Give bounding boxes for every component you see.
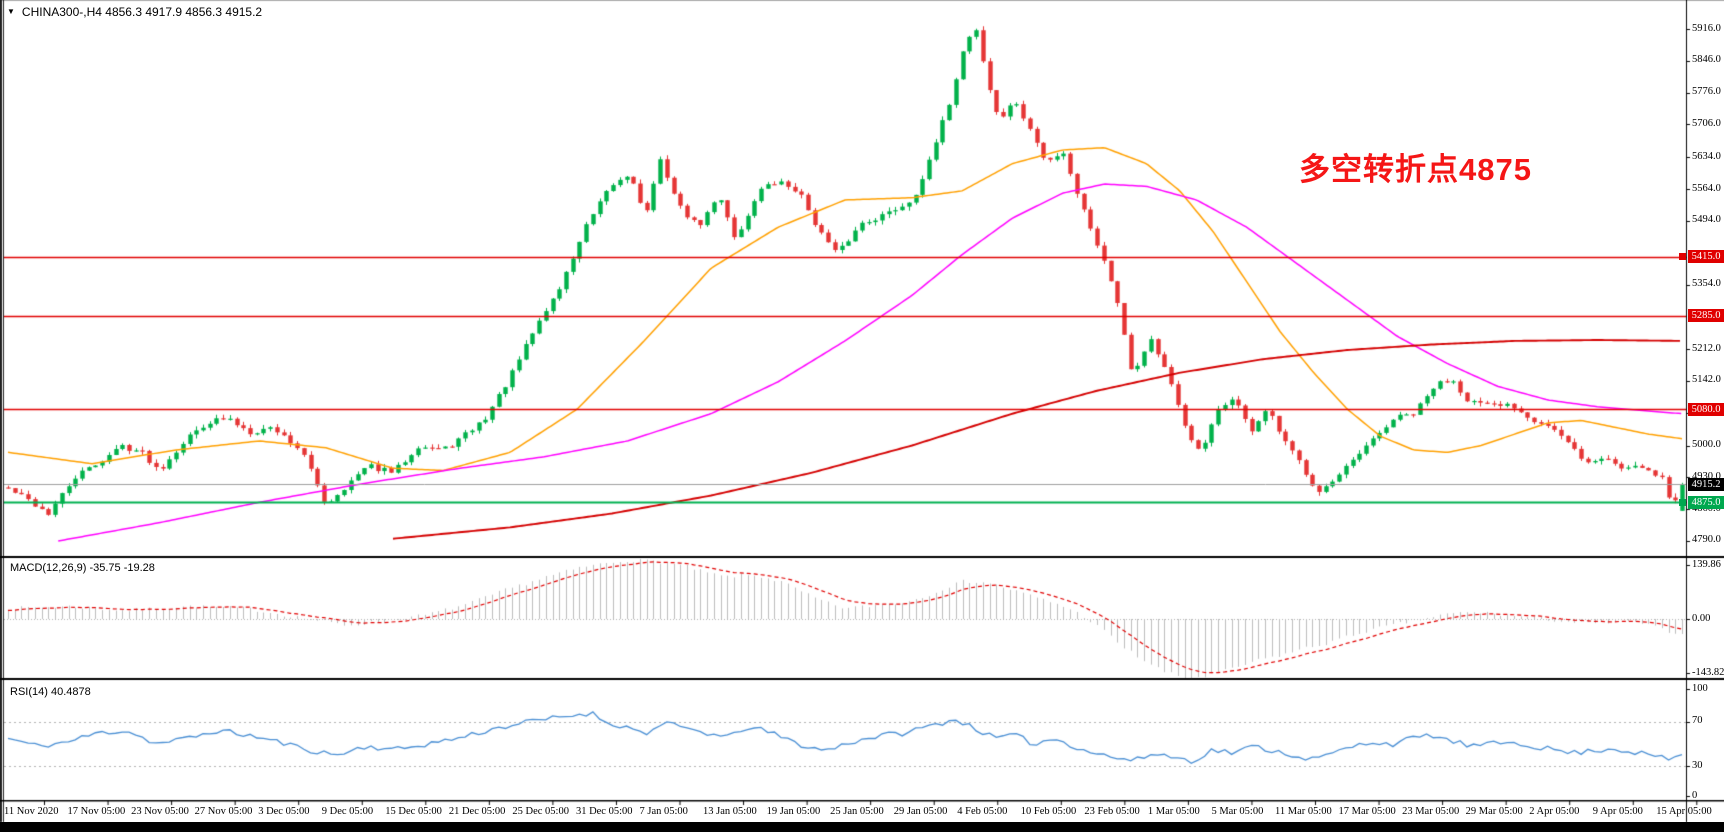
macd-indicator-label: MACD(12,26,9) -35.75 -19.28 (10, 562, 155, 574)
time-axis-label: 9 Dec 05:00 (321, 806, 374, 817)
line-drag-handle[interactable] (1679, 498, 1686, 506)
time-axis-label: 25 Dec 05:00 (512, 806, 569, 817)
price-axis-tick: 5706.0 (1692, 117, 1721, 129)
symbol-dropdown-icon[interactable]: ▼ (7, 7, 15, 16)
price-tag[interactable]: 4915.2 (1688, 477, 1724, 491)
rsi-axis-tick: 30 (1692, 759, 1703, 771)
time-axis-label: 23 Mar 05:00 (1402, 806, 1460, 817)
time-axis-label: 4 Feb 05:00 (957, 806, 1008, 817)
time-axis-label: 17 Nov 05:00 (67, 806, 126, 817)
price-axis-tick: 5354.0 (1692, 278, 1721, 290)
time-axis-label: 7 Jan 05:00 (639, 806, 688, 817)
time-axis-label: 2 Apr 05:00 (1529, 806, 1580, 817)
macd-axis-tick: 0.00 (1692, 612, 1711, 624)
price-tag[interactable]: 5415.0 (1688, 250, 1724, 264)
time-axis-label: 11 Nov 2020 (4, 806, 59, 817)
price-axis-tick: 5494.0 (1692, 214, 1721, 226)
time-axis-label: 27 Nov 05:00 (194, 806, 253, 817)
price-axis-tick: 5000.0 (1692, 439, 1721, 450)
time-axis-label: 15 Apr 05:00 (1656, 806, 1712, 817)
time-axis-label: 3 Dec 05:00 (258, 806, 310, 817)
price-axis-tick: 5564.0 (1692, 182, 1721, 194)
price-axis-tick: 5212.0 (1692, 342, 1721, 354)
price-tag[interactable]: 4875.0 (1688, 495, 1724, 509)
time-axis-label: 23 Nov 05:00 (131, 806, 189, 817)
time-axis-label: 19 Jan 05:00 (766, 806, 821, 817)
time-axis-label: 25 Jan 05:00 (830, 806, 884, 817)
time-axis-label: 15 Dec 05:00 (385, 806, 442, 817)
time-axis-label: 13 Jan 05:00 (703, 806, 757, 817)
rsi-indicator-label: RSI(14) 40.4878 (10, 686, 91, 698)
time-axis-label: 9 Apr 05:00 (1592, 806, 1643, 817)
price-axis-tick: 4930.0 (1692, 470, 1721, 482)
macd-axis-tick: -143.82 (1692, 666, 1724, 678)
rsi-axis-tick: 0 (1692, 789, 1698, 801)
price-axis-tick: 5634.0 (1692, 150, 1721, 162)
line-drag-handle[interactable] (1679, 253, 1686, 261)
time-axis-label: 17 Mar 05:00 (1338, 806, 1396, 817)
price-axis-tick: 5916.0 (1692, 22, 1721, 34)
time-axis-label: 23 Feb 05:00 (1084, 806, 1140, 817)
symbol-title: ▼ CHINA300-,H4 4856.3 4917.9 4856.3 4915… (7, 5, 262, 19)
rsi-axis-tick: 70 (1692, 715, 1703, 727)
chart-annotation: 多空转折点4875 (1299, 152, 1532, 187)
time-axis-label: 29 Jan 05:00 (893, 806, 948, 817)
time-axis-label: 21 Dec 05:00 (448, 806, 506, 817)
symbol-title-text: CHINA300-,H4 4856.3 4917.9 4856.3 4915.2 (21, 5, 263, 19)
time-axis-label: 11 Mar 05:00 (1275, 806, 1332, 817)
window-bottom-edge (0, 822, 1724, 832)
price-axis-tick: 5846.0 (1692, 54, 1721, 66)
price-axis-tick: 5142.0 (1692, 374, 1721, 386)
price-tag[interactable]: 5285.0 (1688, 309, 1724, 323)
time-axis-label: 5 Mar 05:00 (1211, 806, 1264, 817)
time-axis-label: 1 Mar 05:00 (1147, 806, 1200, 817)
rsi-axis-tick: 100 (1692, 682, 1708, 694)
time-axis-label: 31 Dec 05:00 (575, 806, 633, 817)
price-tag[interactable]: 5080.0 (1688, 402, 1724, 416)
price-axis-tick: 5776.0 (1692, 86, 1721, 98)
price-axis-tick: 4790.0 (1692, 534, 1721, 546)
time-axis-label: 10 Feb 05:00 (1020, 806, 1077, 817)
macd-axis-tick: 139.86 (1692, 558, 1721, 570)
time-axis-label: 29 Mar 05:00 (1465, 806, 1523, 817)
